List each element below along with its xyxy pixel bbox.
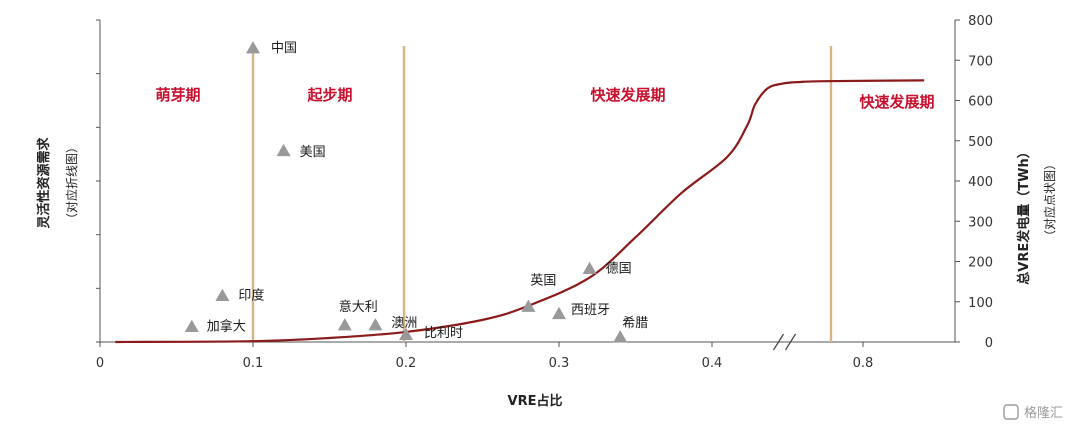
x-tick-label: 0.4 — [702, 356, 723, 371]
stage-label: 快速发展期 — [859, 93, 934, 111]
axes: 0 0.1 0.2 0.3 0.4 0.8 0 100 200 300 400 500 600 700 80… — [96, 14, 993, 371]
watermark-logo-icon — [1003, 404, 1019, 420]
data-point-label: 德国 — [606, 262, 632, 277]
data-point-triangle — [276, 143, 291, 157]
data-point-triangle — [521, 299, 536, 312]
data-point-label: 印度 — [238, 288, 264, 304]
axis-break-mark — [784, 333, 797, 351]
data-point-label: 加拿大 — [207, 319, 246, 335]
x-tick-label: 0.8 — [853, 356, 874, 371]
data-point-triangle — [246, 41, 260, 54]
right-axis-note: （对应点状图） — [1042, 158, 1057, 242]
data-point-label: 澳洲 — [391, 315, 417, 331]
right-tick-label: 400 — [968, 175, 993, 190]
data-point-label: 比利时 — [424, 326, 463, 341]
right-axis-title: 总VRE发电量（TWh） — [1016, 145, 1032, 284]
data-point-triangle — [184, 319, 199, 332]
data-point-label: 英国 — [530, 274, 556, 289]
x-tick-label: 0.3 — [549, 356, 570, 371]
flexibility-demand-curve — [115, 79, 925, 344]
data-point-triangle — [613, 330, 628, 343]
stage-label: 起步期 — [306, 86, 352, 104]
right-tick-label: 800 — [968, 14, 993, 29]
data-point-label: 中国 — [271, 41, 297, 56]
right-tick-label: 700 — [968, 54, 993, 69]
x-tick-label: 0.1 — [243, 356, 264, 371]
data-point-triangle — [399, 327, 413, 341]
data-point-triangle — [337, 318, 352, 331]
x-tick-label: 0.2 — [396, 356, 417, 371]
right-tick-label: 0 — [985, 336, 993, 351]
data-point-label: 美国 — [300, 145, 326, 160]
watermark-text: 格隆汇 — [1024, 405, 1063, 421]
stage-label: 萌芽期 — [155, 86, 200, 104]
stage-labels: 萌芽期 起步期 快速发展期 快速发展期 — [155, 86, 934, 111]
x-axis-title: VRE占比 — [508, 393, 563, 409]
data-point-triangle — [552, 306, 566, 320]
data-point-label: 西班牙 — [571, 303, 610, 318]
right-tick-label: 600 — [968, 95, 993, 110]
right-tick-label: 100 — [968, 296, 993, 311]
right-tick-label: 500 — [968, 135, 993, 150]
data-point-label: 希腊 — [622, 316, 648, 331]
x-tick-label: 0 — [96, 356, 104, 371]
left-axis-note: （对应折线图） — [64, 141, 79, 225]
data-point-triangle — [368, 318, 383, 331]
stage-dividers — [251, 46, 833, 342]
data-point-triangle — [582, 261, 597, 274]
data-point-triangle — [215, 288, 230, 301]
right-tick-label: 200 — [968, 256, 993, 271]
stage-label: 快速发展期 — [590, 86, 665, 104]
right-tick-label: 300 — [968, 215, 993, 230]
axis-break-mark — [772, 333, 785, 351]
left-axis-title: 灵活性资源需求 — [36, 137, 52, 229]
data-point-label: 意大利 — [339, 299, 378, 315]
watermark: 格隆汇 — [1003, 404, 1063, 421]
